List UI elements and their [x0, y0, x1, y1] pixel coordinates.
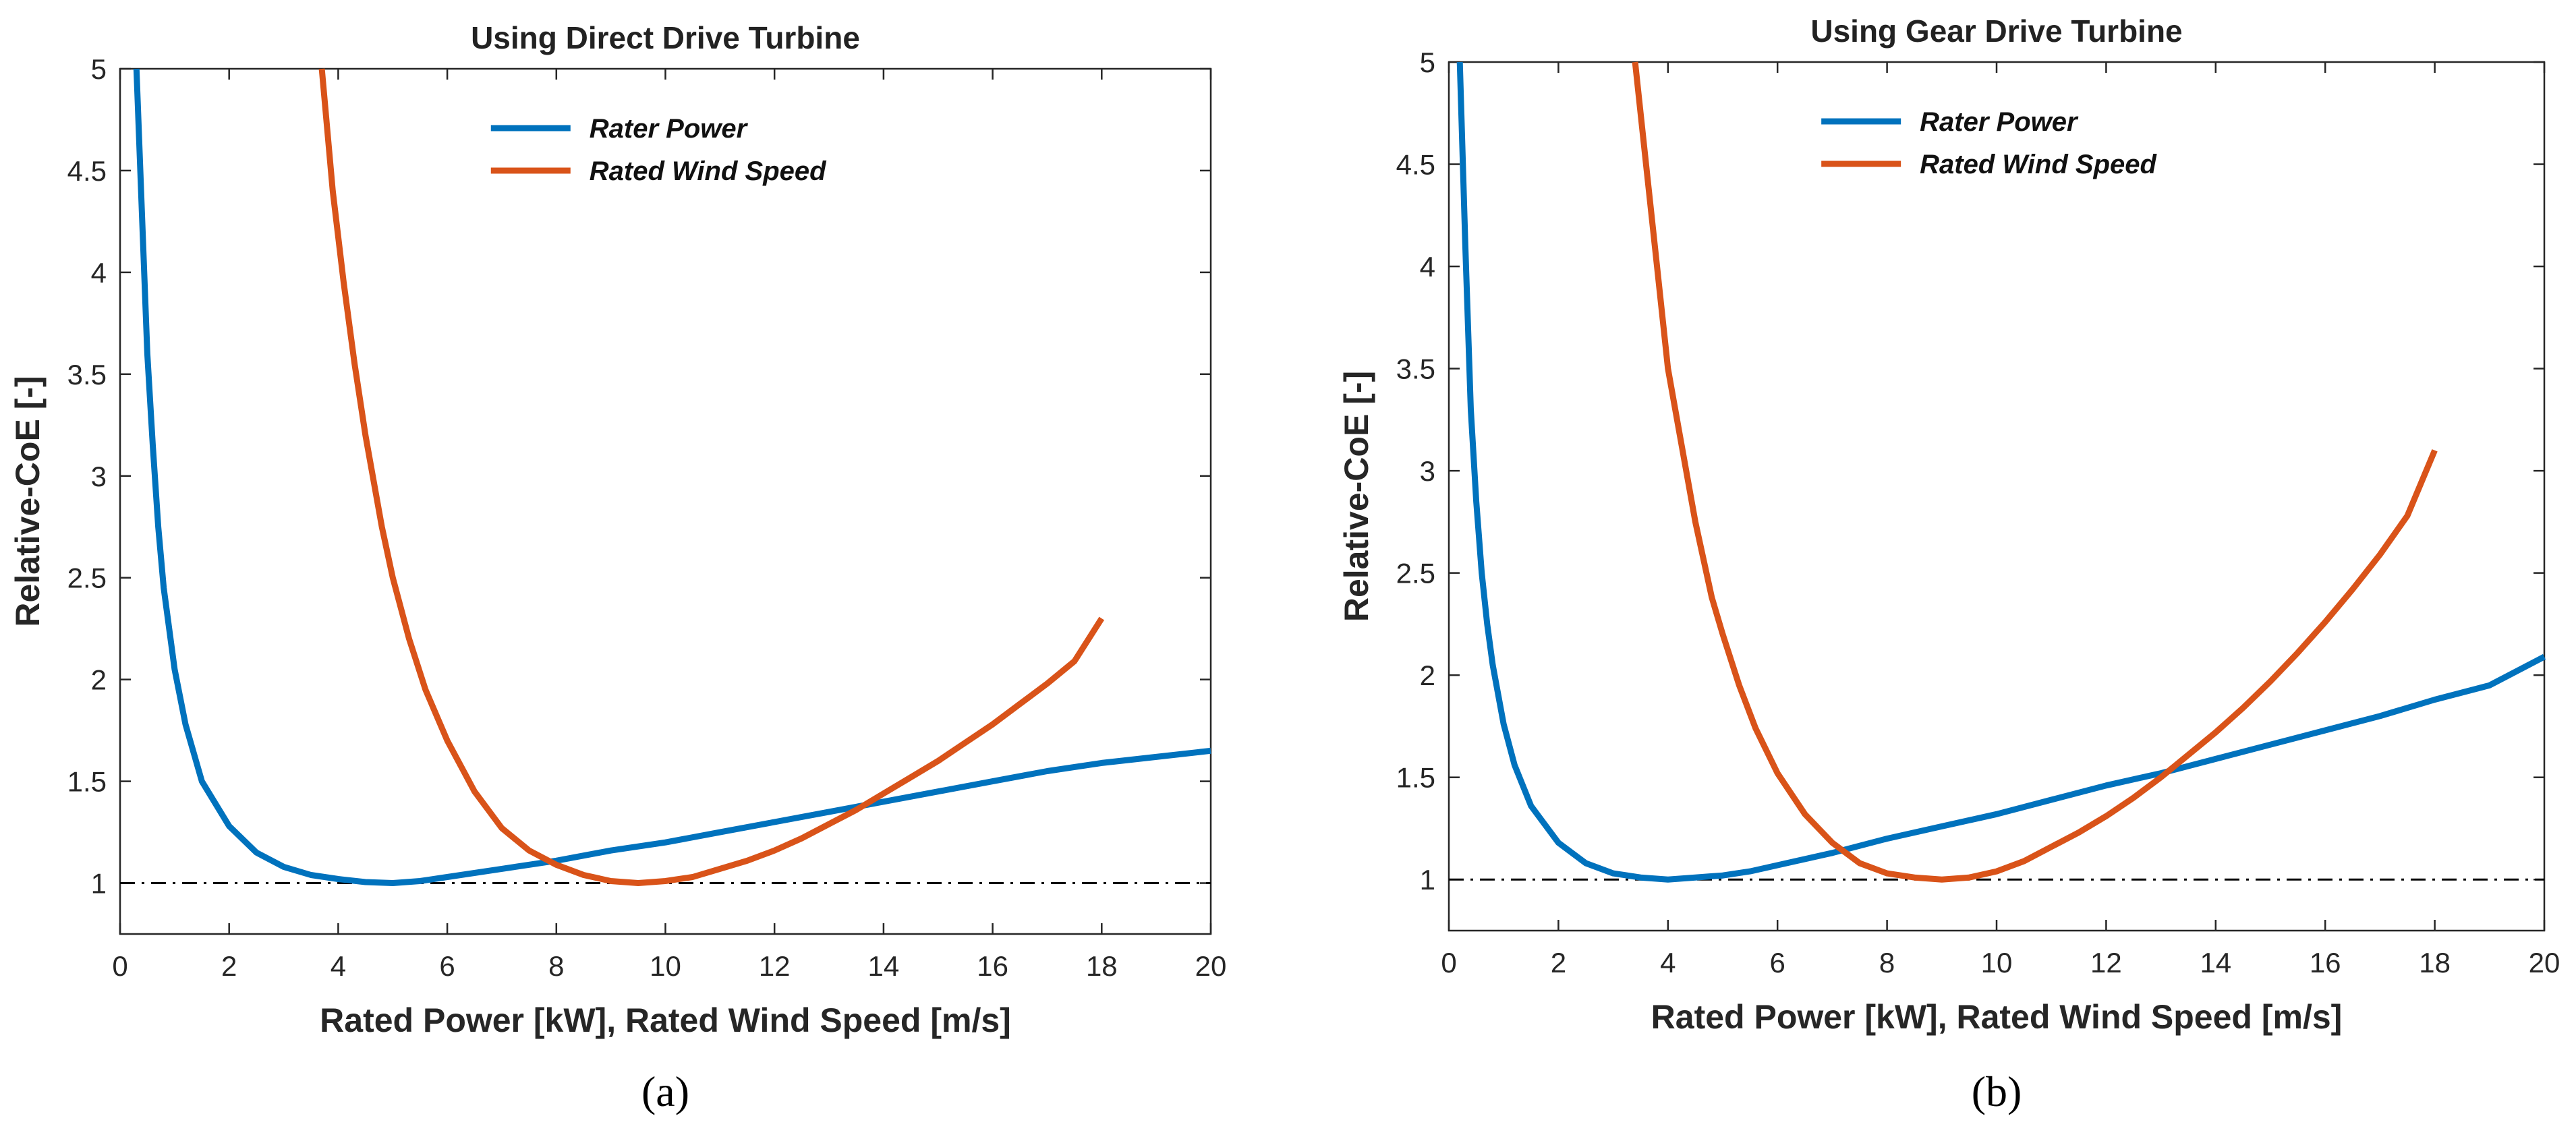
subfigure-caption: (a)	[641, 1068, 689, 1115]
x-tick-label: 12	[2090, 947, 2122, 979]
x-tick-label: 18	[2419, 947, 2451, 979]
legend-label: Rater Power	[590, 114, 749, 144]
x-tick-label: 16	[977, 950, 1008, 982]
y-tick-label: 3.5	[1396, 353, 1435, 385]
x-tick-label: 12	[759, 950, 791, 982]
x-tick-label: 2	[221, 950, 237, 982]
y-tick-label: 1	[91, 868, 107, 900]
y-tick-label: 4	[1420, 251, 1435, 283]
x-tick-label: 14	[2200, 947, 2231, 979]
series-line-rater-power	[1456, 61, 2546, 883]
series-line-rater-power	[133, 68, 1211, 886]
y-tick-label: 1	[1420, 864, 1435, 896]
x-tick-label: 6	[1770, 947, 1785, 979]
x-tick-label: 18	[1086, 950, 1118, 982]
y-tick-label: 3	[1420, 455, 1435, 487]
x-tick-label: 20	[2529, 947, 2560, 979]
y-tick-label: 4	[91, 257, 107, 289]
x-tick-label: 2	[1551, 947, 1566, 979]
x-tick-label: 10	[650, 950, 681, 982]
y-tick-label: 2.5	[1396, 558, 1435, 589]
y-tick-label: 4.5	[67, 155, 107, 187]
y-axis-label: Relative-CoE [-]	[9, 376, 47, 626]
x-tick-label: 8	[1879, 947, 1895, 979]
x-tick-label: 14	[868, 950, 900, 982]
y-tick-label: 4.5	[1396, 149, 1435, 181]
y-tick-label: 2	[1420, 660, 1435, 691]
y-tick-label: 5	[91, 53, 107, 85]
x-tick-label: 16	[2310, 947, 2341, 979]
y-tick-label: 1.5	[1396, 762, 1435, 794]
x-axis-label: Rated Power [kW], Rated Wind Speed [m/s]	[1651, 998, 2343, 1036]
chart-title: Using Gear Drive Turbine	[1810, 13, 2182, 49]
legend-label: Rater Power	[1920, 107, 2079, 137]
x-tick-label: 0	[112, 950, 127, 982]
y-tick-label: 3	[91, 461, 107, 492]
x-axis-label: Rated Power [kW], Rated Wind Speed [m/s]	[320, 1001, 1011, 1039]
x-tick-label: 4	[331, 950, 346, 982]
x-tick-label: 10	[1981, 947, 2013, 979]
x-tick-label: 8	[548, 950, 564, 982]
x-tick-label: 20	[1195, 950, 1227, 982]
y-tick-label: 2	[91, 664, 107, 696]
plot-area-frame	[119, 67, 1212, 935]
legend-label: Rated Wind Speed	[1920, 150, 2157, 179]
subfigure-caption: (b)	[1972, 1068, 2022, 1115]
y-tick-label: 3.5	[67, 359, 107, 390]
y-tick-label: 2.5	[67, 562, 107, 594]
x-tick-label: 6	[439, 950, 455, 982]
legend-label: Rated Wind Speed	[590, 156, 827, 186]
y-tick-label: 1.5	[67, 766, 107, 798]
series-line-rated-wind-speed	[318, 68, 1105, 886]
x-tick-label: 4	[1660, 947, 1676, 979]
series-line-rated-wind-speed	[1632, 61, 2438, 883]
plot-area-frame	[1448, 61, 2546, 932]
chart-title: Using Direct Drive Turbine	[471, 20, 860, 55]
y-axis-label: Relative-CoE [-]	[1338, 371, 1375, 622]
x-tick-label: 0	[1441, 947, 1456, 979]
y-tick-label: 5	[1420, 47, 1435, 78]
